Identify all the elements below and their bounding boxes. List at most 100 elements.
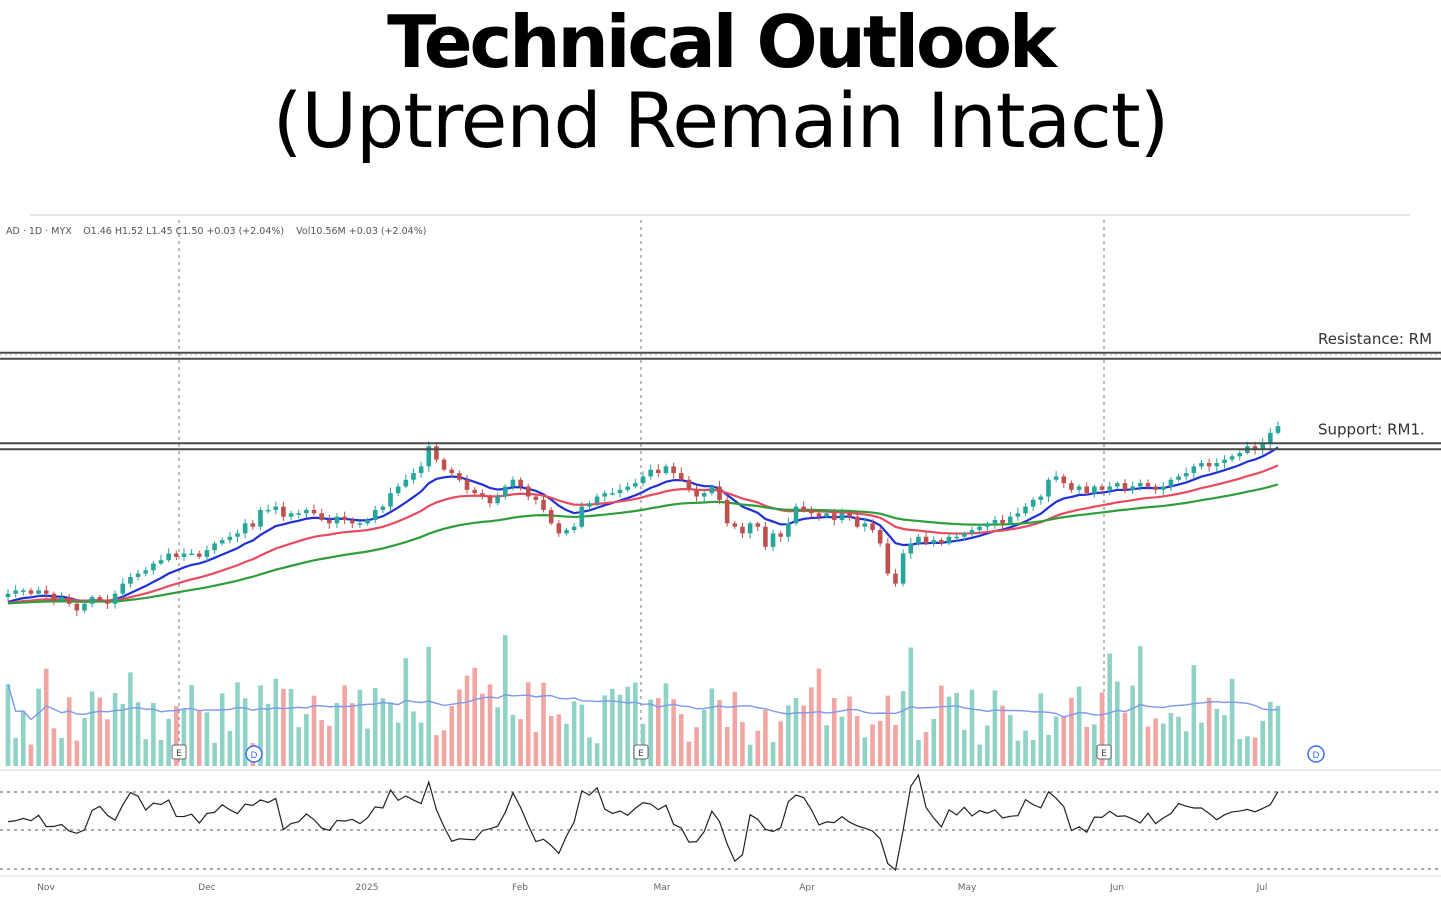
candle[interactable] (885, 543, 891, 574)
candle[interactable] (809, 509, 814, 514)
candle[interactable] (1168, 479, 1174, 487)
candle[interactable] (755, 523, 761, 527)
candle[interactable] (1015, 513, 1021, 517)
candle[interactable] (671, 466, 676, 474)
candle[interactable] (1229, 456, 1235, 460)
candle[interactable] (694, 489, 699, 497)
candle[interactable] (1160, 486, 1166, 490)
candle[interactable] (380, 506, 386, 510)
candle[interactable] (824, 513, 829, 517)
candle[interactable] (801, 506, 806, 510)
candle[interactable] (181, 553, 187, 557)
candle[interactable] (388, 493, 393, 507)
candle[interactable] (870, 523, 875, 531)
candle[interactable] (1268, 432, 1273, 443)
candle[interactable] (1092, 486, 1097, 494)
candle[interactable] (724, 499, 730, 524)
candle[interactable] (1214, 463, 1220, 467)
candle[interactable] (5, 593, 11, 598)
candle[interactable] (610, 493, 615, 495)
dividend-marker[interactable] (245, 745, 263, 763)
candle[interactable] (227, 536, 233, 541)
earnings-marker[interactable] (1096, 744, 1112, 760)
candle[interactable] (66, 597, 72, 604)
candle[interactable] (1046, 479, 1051, 497)
candle[interactable] (1023, 506, 1028, 514)
candle[interactable] (893, 573, 898, 584)
candle[interactable] (235, 533, 240, 537)
candle[interactable] (1153, 486, 1158, 490)
candle[interactable] (663, 466, 669, 474)
candle[interactable] (1099, 486, 1105, 490)
candle[interactable] (204, 550, 210, 557)
candle[interactable] (656, 469, 661, 474)
candle[interactable] (900, 553, 906, 584)
candle[interactable] (625, 486, 630, 490)
candle[interactable] (296, 513, 302, 515)
candle[interactable] (962, 533, 967, 537)
candle[interactable] (747, 523, 753, 534)
candle[interactable] (334, 516, 340, 524)
candle[interactable] (1130, 486, 1135, 490)
candle[interactable] (1115, 483, 1120, 487)
candle[interactable] (579, 506, 585, 527)
candle[interactable] (525, 486, 531, 497)
dividend-marker[interactable] (1307, 745, 1325, 763)
candle[interactable] (778, 533, 784, 537)
candle[interactable] (701, 493, 707, 497)
candle[interactable] (28, 590, 34, 594)
candle[interactable] (112, 593, 118, 604)
candle[interactable] (1145, 483, 1151, 487)
candle[interactable] (365, 519, 370, 524)
candle[interactable] (212, 543, 217, 551)
earnings-marker[interactable] (633, 744, 649, 760)
candle[interactable] (686, 479, 692, 490)
candle[interactable] (939, 540, 944, 544)
candle[interactable] (464, 479, 470, 490)
candle[interactable] (418, 466, 424, 474)
candle[interactable] (587, 503, 592, 507)
candle[interactable] (487, 496, 493, 504)
candle[interactable] (854, 516, 860, 527)
candle[interactable] (916, 536, 921, 544)
candle[interactable] (923, 536, 929, 544)
candle[interactable] (1260, 442, 1265, 450)
candle[interactable] (717, 486, 722, 500)
candle[interactable] (304, 509, 309, 514)
candle[interactable] (946, 536, 952, 544)
candle[interactable] (633, 483, 638, 487)
candle[interactable] (250, 523, 256, 527)
candle[interactable] (954, 536, 959, 539)
candle[interactable] (105, 600, 110, 604)
candle[interactable] (480, 493, 485, 497)
candle[interactable] (602, 493, 608, 497)
candle[interactable] (1069, 483, 1074, 490)
candle[interactable] (472, 489, 477, 494)
candle[interactable] (327, 519, 332, 524)
candle[interactable] (36, 590, 41, 594)
candle[interactable] (862, 523, 868, 527)
candle[interactable] (21, 590, 26, 592)
candle[interactable] (403, 479, 409, 487)
candle[interactable] (1053, 476, 1059, 480)
candle[interactable] (395, 486, 401, 494)
candle[interactable] (319, 513, 324, 520)
candle[interactable] (548, 509, 554, 524)
candle[interactable] (1137, 483, 1143, 487)
candle[interactable] (1030, 499, 1036, 507)
candle[interactable] (1183, 473, 1189, 477)
candle[interactable] (709, 486, 715, 494)
candle[interactable] (732, 523, 738, 527)
candle[interactable] (816, 513, 822, 517)
candle[interactable] (1252, 446, 1258, 450)
candle[interactable] (51, 593, 57, 601)
candle[interactable] (166, 553, 171, 561)
candle[interactable] (763, 526, 768, 547)
candle[interactable] (571, 526, 577, 531)
candle[interactable] (135, 573, 141, 577)
candle[interactable] (1007, 516, 1013, 524)
candle[interactable] (411, 473, 416, 480)
candle[interactable] (1206, 463, 1212, 467)
candle[interactable] (151, 563, 156, 571)
candle[interactable] (786, 523, 791, 537)
